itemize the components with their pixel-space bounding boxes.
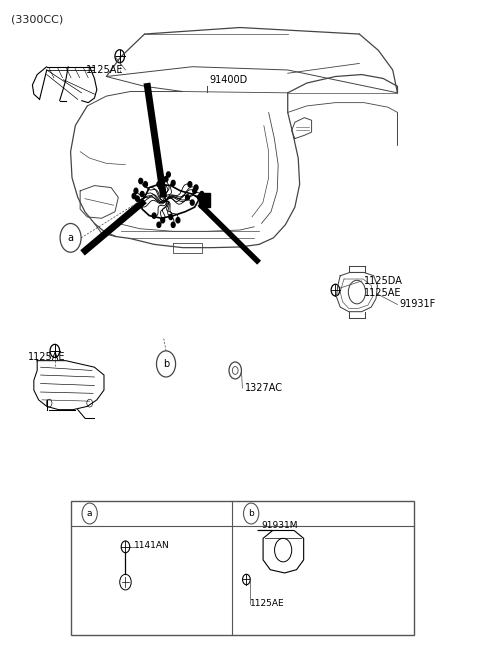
Text: a: a (68, 233, 73, 243)
Circle shape (186, 195, 190, 200)
Text: b: b (248, 509, 254, 518)
Circle shape (164, 176, 168, 182)
Bar (71, 501, 414, 635)
Circle shape (198, 195, 201, 200)
Circle shape (191, 200, 194, 205)
Text: b: b (163, 359, 169, 369)
Circle shape (139, 178, 143, 184)
Bar (199, 194, 210, 207)
Circle shape (200, 192, 204, 197)
Circle shape (176, 218, 180, 223)
Circle shape (140, 192, 144, 197)
Text: 1125AE: 1125AE (364, 288, 402, 298)
Circle shape (138, 203, 142, 208)
Circle shape (194, 185, 198, 190)
Circle shape (188, 182, 192, 187)
Circle shape (134, 188, 138, 194)
Text: a: a (87, 509, 93, 518)
Text: 1125DA: 1125DA (364, 276, 403, 286)
Text: 91400D: 91400D (209, 75, 247, 85)
Circle shape (171, 180, 175, 186)
Circle shape (169, 215, 173, 220)
Text: 91931M: 91931M (262, 521, 298, 530)
Text: 1327AC: 1327AC (245, 383, 283, 393)
Circle shape (171, 222, 175, 228)
Circle shape (144, 182, 147, 187)
Circle shape (193, 188, 197, 194)
Text: 1125AE: 1125AE (28, 352, 65, 362)
Circle shape (157, 182, 161, 187)
Circle shape (157, 222, 161, 228)
Text: (3300CC): (3300CC) (11, 14, 63, 24)
Circle shape (161, 218, 165, 223)
Text: 1125AE: 1125AE (85, 65, 123, 75)
Circle shape (167, 172, 170, 177)
Text: 1141AN: 1141AN (134, 541, 170, 550)
Text: 1125AE: 1125AE (250, 599, 285, 608)
Circle shape (152, 213, 156, 218)
Circle shape (135, 196, 139, 201)
Text: 91931F: 91931F (400, 300, 436, 310)
Circle shape (132, 194, 136, 199)
